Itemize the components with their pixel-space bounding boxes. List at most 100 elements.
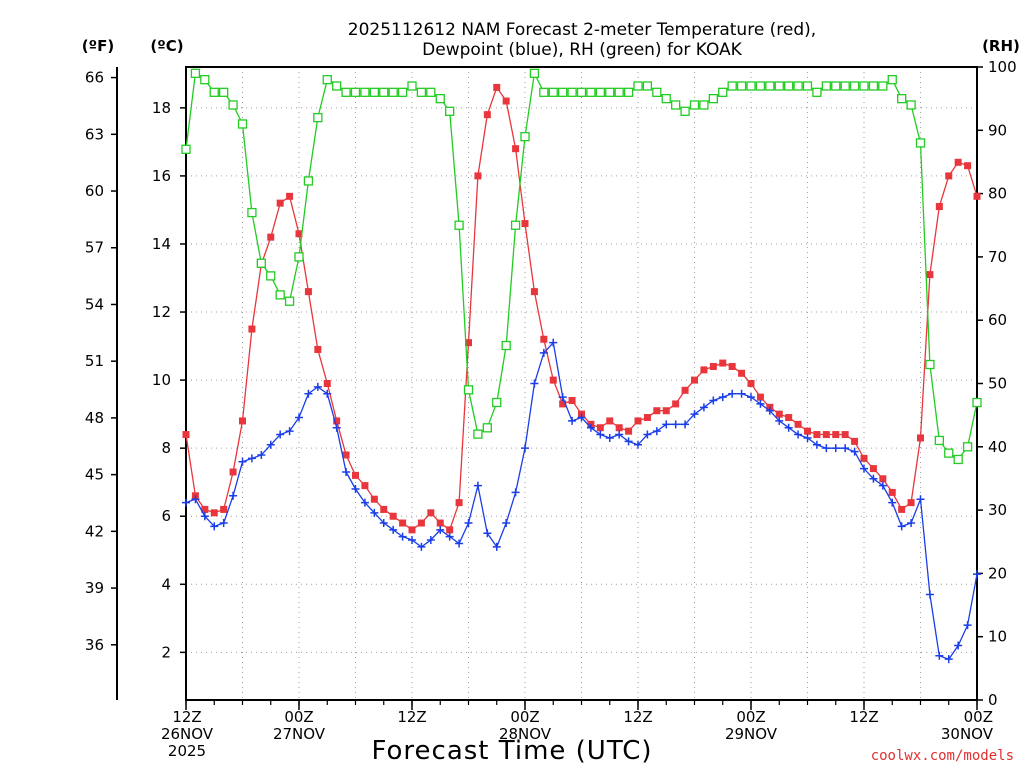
fahrenheit-tick-label: 39 <box>85 579 104 597</box>
dewpoint-point <box>558 393 567 402</box>
dewpoint-point <box>455 539 464 548</box>
dewpoint-point <box>850 447 859 456</box>
rh-point <box>925 359 935 370</box>
temperature-point <box>408 526 416 534</box>
rh-point <box>689 100 700 110</box>
temperature-point <box>813 431 821 439</box>
temperature-point <box>879 475 887 483</box>
rh-point <box>708 94 718 104</box>
temperature-point <box>917 434 924 442</box>
credit-text: coolwx.com/models <box>871 748 1014 764</box>
temperature-point <box>455 499 463 507</box>
dewpoint-point <box>596 430 605 439</box>
dewpoint-point <box>944 655 953 664</box>
temperature-point <box>380 505 388 513</box>
x-tick-label: 12Z <box>623 708 652 726</box>
dewpoint-point <box>925 590 934 599</box>
dewpoint-point <box>426 536 435 545</box>
rh-point <box>586 87 596 97</box>
dewpoint-point <box>812 440 821 449</box>
fahrenheit-tick-label: 54 <box>85 295 104 313</box>
dewpoint-point <box>699 403 708 412</box>
rh-point <box>209 87 219 97</box>
rh-point <box>445 106 455 116</box>
x-tick-label: 12Z <box>849 708 878 726</box>
temperature-point <box>907 499 915 507</box>
temperature-point <box>926 271 934 279</box>
temperature-point <box>794 420 802 428</box>
dewpoint-point <box>323 389 332 398</box>
rh-point <box>671 100 681 110</box>
dewpoint-point <box>549 338 558 347</box>
rh-tick-label: 30 <box>988 501 1007 519</box>
temperature-point <box>945 172 953 180</box>
temperature-point <box>286 192 294 200</box>
temperature-point <box>615 424 623 432</box>
grid-lines <box>186 67 977 700</box>
dewpoint-point <box>728 389 737 398</box>
temperature-point <box>738 369 746 377</box>
dewpoint-point <box>200 512 209 521</box>
rh-tick-label: 0 <box>988 691 998 709</box>
temperature-point <box>822 431 830 439</box>
rh-point <box>350 87 361 97</box>
rh-point <box>520 131 530 142</box>
rh-tick-label: 10 <box>988 628 1007 646</box>
x-tick-label: 12Z <box>397 708 426 726</box>
rh-point <box>906 100 916 110</box>
dewpoint-point <box>831 444 840 453</box>
rh-point <box>699 100 709 110</box>
temperature-point <box>220 505 228 513</box>
dewpoint-point <box>436 525 445 534</box>
rh-point <box>219 87 229 97</box>
dewpoint-point <box>379 519 388 528</box>
temperature-point <box>295 230 303 238</box>
rh-point <box>784 81 794 91</box>
fahrenheit-tick-label: 51 <box>85 352 104 370</box>
dewpoint-point <box>247 454 256 463</box>
rh-point <box>473 429 483 439</box>
rh-point <box>633 81 643 91</box>
dewpoint-point <box>304 389 313 398</box>
rh-point <box>275 290 285 300</box>
temperature-point <box>954 158 962 166</box>
rh-point <box>482 423 492 433</box>
dewpoint-point <box>521 444 529 453</box>
temperature-point <box>568 397 576 405</box>
dewpoint-point <box>822 444 831 453</box>
dewpoint-point <box>718 393 727 402</box>
celsius-tick-label: 8 <box>161 439 171 457</box>
dewpoint-point <box>257 450 266 459</box>
fahrenheit-tick-label: 63 <box>85 125 104 143</box>
temperature-point <box>625 427 633 435</box>
rh-point <box>680 106 690 116</box>
x-tick-label: 00Z <box>510 708 539 726</box>
temperature-point <box>888 488 896 496</box>
celsius-tick-label: 10 <box>152 371 171 389</box>
rh-point <box>190 68 201 78</box>
rh-point <box>934 435 944 446</box>
celsius-unit-label: (ºC) <box>150 37 183 55</box>
temperature-point <box>512 145 520 153</box>
rh-point <box>416 87 427 97</box>
dewpoint-point <box>897 522 906 531</box>
rh-point <box>812 87 822 97</box>
celsius-tick-label: 2 <box>161 643 171 661</box>
rh-point <box>774 81 784 91</box>
rh-point <box>322 75 332 85</box>
rh-point <box>727 81 737 91</box>
rh-point <box>878 81 888 91</box>
rh-point <box>840 81 850 91</box>
rh-point <box>463 385 474 395</box>
series-dewpoint <box>182 338 981 664</box>
rh-point <box>614 87 624 97</box>
rh-tick-label: 40 <box>988 438 1007 456</box>
temperature-point <box>804 427 811 435</box>
x-tick-label: 28NOV <box>499 725 552 743</box>
dewpoint-point <box>916 495 925 504</box>
dewpoint-point <box>765 406 774 415</box>
dewpoint-point <box>605 433 614 442</box>
dewpoint-point <box>841 444 850 453</box>
dewpoint-point <box>351 485 360 493</box>
